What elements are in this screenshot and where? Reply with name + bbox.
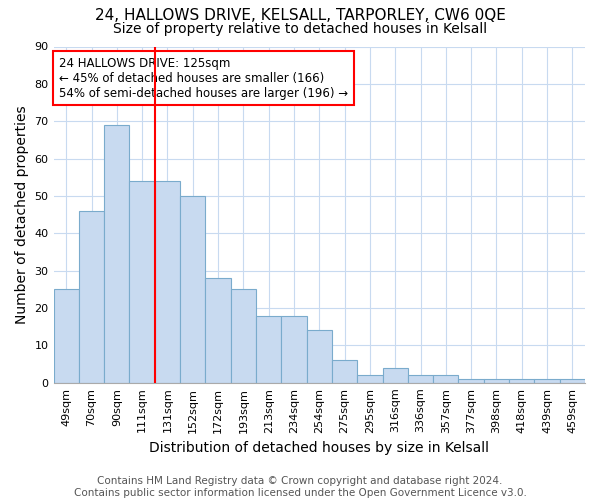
Bar xyxy=(79,211,104,383)
Bar xyxy=(484,379,509,383)
Bar xyxy=(130,181,155,383)
Bar xyxy=(535,379,560,383)
Bar xyxy=(433,376,458,383)
Bar xyxy=(383,368,408,383)
Bar xyxy=(53,290,79,383)
Text: Size of property relative to detached houses in Kelsall: Size of property relative to detached ho… xyxy=(113,22,487,36)
Bar xyxy=(104,125,130,383)
Bar xyxy=(560,379,585,383)
Bar xyxy=(509,379,535,383)
Bar xyxy=(458,379,484,383)
Bar xyxy=(155,181,180,383)
Bar xyxy=(357,376,383,383)
Bar xyxy=(180,196,205,383)
Text: Contains HM Land Registry data © Crown copyright and database right 2024.
Contai: Contains HM Land Registry data © Crown c… xyxy=(74,476,526,498)
Text: 24, HALLOWS DRIVE, KELSALL, TARPORLEY, CW6 0QE: 24, HALLOWS DRIVE, KELSALL, TARPORLEY, C… xyxy=(95,8,505,22)
Bar xyxy=(281,316,307,383)
Bar xyxy=(205,278,230,383)
Bar xyxy=(230,290,256,383)
Bar xyxy=(307,330,332,383)
Text: 24 HALLOWS DRIVE: 125sqm
← 45% of detached houses are smaller (166)
54% of semi-: 24 HALLOWS DRIVE: 125sqm ← 45% of detach… xyxy=(59,56,348,100)
Bar xyxy=(408,376,433,383)
Bar xyxy=(332,360,357,383)
Bar xyxy=(256,316,281,383)
X-axis label: Distribution of detached houses by size in Kelsall: Distribution of detached houses by size … xyxy=(149,441,489,455)
Y-axis label: Number of detached properties: Number of detached properties xyxy=(15,106,29,324)
